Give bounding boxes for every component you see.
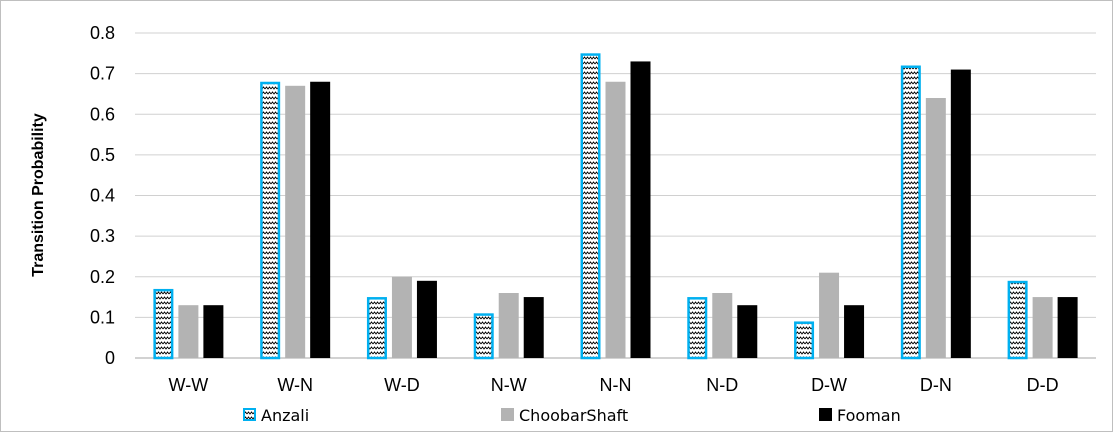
x-tick-label: W-W <box>169 375 209 395</box>
legend-label-choobarshaft: ChoobarShaft <box>519 406 628 425</box>
bar-choobarshaft-w-d <box>391 276 412 358</box>
bar-anzali-d-n <box>900 65 921 360</box>
y-tick-label: 0.6 <box>90 104 115 124</box>
bar-fooman-d-n <box>950 69 971 358</box>
y-tick-label: 0.7 <box>90 64 115 84</box>
x-tick-label: D-D <box>1027 375 1059 395</box>
x-tick-label: W-D <box>384 375 420 395</box>
bar-choobarshaft-d-w <box>819 272 840 358</box>
x-tick-label: D-W <box>811 375 847 395</box>
bar-fooman-w-w <box>203 305 224 358</box>
y-axis-ticks: 0 0.1 0.2 0.3 0.4 0.5 0.6 0.7 0.8 <box>90 23 115 368</box>
bar-fooman-w-n <box>310 81 331 358</box>
bar-fooman-w-d <box>416 280 437 358</box>
y-tick-label: 0.4 <box>90 186 115 206</box>
bar-anzali-d-d <box>1007 280 1028 360</box>
legend-label-anzali: Anzali <box>261 406 309 425</box>
legend: Anzali ChoobarShaft Fooman <box>243 406 901 425</box>
bar-fooman-d-d <box>1057 297 1078 358</box>
x-tick-label: D-N <box>920 375 952 395</box>
y-tick-label: 0.1 <box>90 307 115 327</box>
bars <box>153 53 1078 360</box>
bar-anzali-n-w <box>473 313 494 360</box>
bar-choobarshaft-w-w <box>178 305 199 358</box>
bar-choobarshaft-n-w <box>498 293 519 358</box>
bar-anzali-w-d <box>366 297 387 360</box>
bar-choobarshaft-n-d <box>712 293 733 358</box>
bar-anzali-n-d <box>687 297 708 360</box>
bar-anzali-w-n <box>260 81 281 360</box>
bar-choobarshaft-n-n <box>605 81 626 358</box>
bar-fooman-n-d <box>737 305 758 358</box>
y-tick-label: 0.5 <box>90 145 115 165</box>
x-tick-label: N-W <box>491 375 527 395</box>
legend-label-fooman: Fooman <box>837 406 901 425</box>
bar-fooman-d-w <box>844 305 865 358</box>
y-tick-label: 0.3 <box>90 226 115 246</box>
x-axis-ticks: W-W W-N W-D N-W N-N N-D D-W D-N D-D <box>169 375 1059 395</box>
x-tick-label: N-D <box>706 375 738 395</box>
y-axis-label: Transition Probability <box>30 113 47 277</box>
x-tick-label: N-N <box>600 375 632 395</box>
y-tick-label: 0.2 <box>90 267 115 287</box>
bar-choobarshaft-d-n <box>925 98 946 358</box>
bar-anzali-d-w <box>794 321 815 360</box>
bar-anzali-n-n <box>580 53 601 360</box>
x-tick-label: W-N <box>277 375 313 395</box>
bar-fooman-n-w <box>523 297 544 358</box>
bar-choobarshaft-w-n <box>285 85 306 358</box>
y-tick-label: 0.8 <box>90 23 115 43</box>
bar-fooman-n-n <box>630 61 651 358</box>
bar-anzali-w-w <box>153 288 174 360</box>
legend-swatch-anzali <box>243 408 256 421</box>
y-tick-label: 0 <box>105 348 115 368</box>
bar-choobarshaft-d-d <box>1032 297 1053 358</box>
legend-swatch-choobarshaft <box>501 408 514 421</box>
legend-swatch-fooman <box>819 408 832 421</box>
